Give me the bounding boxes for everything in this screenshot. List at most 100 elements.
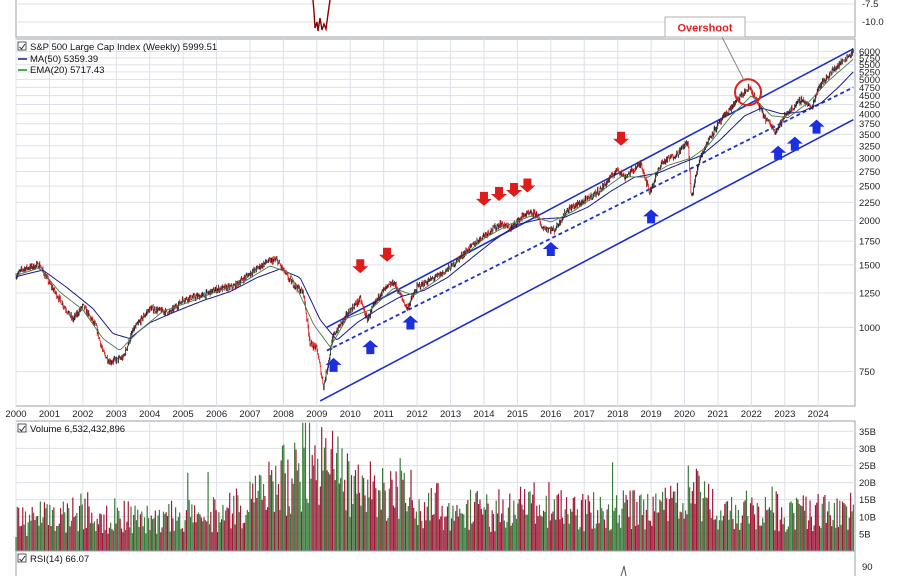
volume-tick-label: 10B — [859, 512, 876, 523]
price-tick-label: 4250 — [859, 100, 880, 111]
year-tick-label: 2001 — [39, 409, 60, 420]
overshoot-pointer — [721, 36, 745, 81]
year-tick-label: 2005 — [173, 409, 194, 420]
price-tick-label: 4000 — [859, 109, 880, 120]
down-arrow — [491, 187, 508, 202]
rsi-label: RSI(14) 66.07 — [30, 554, 89, 565]
year-tick-label: 2006 — [206, 409, 227, 420]
price-tick-label: 3000 — [859, 154, 880, 165]
year-tick-label: 2021 — [707, 409, 728, 420]
price-tick-label: 1750 — [859, 237, 880, 248]
channel-upper-line — [326, 48, 854, 329]
down-arrow — [519, 178, 536, 193]
price-tick-label: 3500 — [859, 130, 880, 141]
top-tick-label: -10.0 — [862, 17, 884, 28]
year-tick-label: 2020 — [674, 409, 695, 420]
year-tick-label: 2003 — [106, 409, 127, 420]
rsi-tick: 90 — [862, 562, 873, 573]
channel-lower-line — [319, 118, 854, 402]
ma50-line — [15, 71, 854, 340]
signal-arrows — [325, 119, 825, 372]
up-arrow — [643, 209, 660, 224]
price-tick-label: 3250 — [859, 141, 880, 152]
price-tick-label: 5000 — [859, 75, 880, 86]
up-arrow — [362, 340, 379, 355]
price-tick-label: 1000 — [859, 323, 880, 334]
year-tick-label: 2000 — [5, 409, 26, 420]
legend-ma50: MA(50) 5359.39 — [30, 54, 98, 65]
top-indicator-line — [312, 0, 331, 32]
price-grid — [15, 39, 855, 406]
year-tick-label: 2011 — [373, 409, 393, 420]
price-tick-label: 1250 — [859, 288, 880, 299]
price-tick-label: 5500 — [859, 60, 880, 71]
price-tick-label: 5750 — [859, 53, 880, 64]
price-legend: S&P 500 Large Cap Index (Weekly) 5999.51… — [17, 41, 217, 76]
volume-tick-label: 30B — [859, 444, 876, 455]
up-arrow — [786, 136, 803, 151]
year-tick-label: 2010 — [340, 409, 361, 420]
trend-channels — [319, 48, 854, 402]
price-tick-label: 3750 — [859, 119, 880, 130]
rsi-panel — [15, 550, 856, 581]
up-arrow — [770, 145, 787, 160]
year-tick-label: 2022 — [741, 409, 762, 420]
down-arrow — [352, 259, 369, 274]
price-tick-label: 2000 — [859, 216, 880, 227]
price-panel — [15, 38, 856, 407]
year-tick-label: 2013 — [440, 409, 461, 420]
down-arrow — [475, 191, 492, 206]
year-tick-label: 2014 — [473, 409, 494, 420]
volume-y-ticks: 35B 30B 25B 20B 15B 10B 5B — [859, 427, 876, 541]
year-tick-label: 2009 — [306, 409, 327, 420]
year-tick-label: 2023 — [774, 409, 795, 420]
rsi-legend: RSI(14) 66.07 — [17, 553, 89, 565]
volume-tick-label: 20B — [859, 478, 876, 489]
rsi-line — [620, 565, 627, 577]
volume-legend: Volume 6,532,432,896 — [17, 423, 125, 435]
up-arrow — [542, 242, 559, 257]
price-tick-label: 5250 — [859, 67, 880, 78]
volume-tick-label: 15B — [859, 495, 876, 506]
volume-tick-label: 25B — [859, 461, 876, 472]
year-tick-label: 2015 — [507, 409, 528, 420]
down-arrow — [613, 131, 630, 146]
ema20-line — [15, 58, 854, 351]
overshoot-circle — [734, 78, 763, 107]
legend-title: S&P 500 Large Cap Index (Weekly) 5999.51 — [30, 42, 217, 53]
year-tick-label: 2017 — [574, 409, 595, 420]
year-tick-label: 2007 — [239, 409, 260, 420]
overshoot-label: Overshoot — [677, 23, 732, 35]
price-tick-label: 1500 — [859, 260, 880, 271]
price-tick-label: 750 — [859, 367, 875, 378]
overshoot-callout: Overshoot — [664, 16, 746, 38]
up-arrow — [808, 119, 825, 134]
year-tick-label: 2012 — [407, 409, 428, 420]
price-bars — [15, 48, 854, 391]
price-tick-label: 6000 — [859, 47, 880, 58]
volume-bars — [15, 422, 854, 551]
year-tick-label: 2004 — [139, 409, 160, 420]
legend-ema20: EMA(20) 5717.43 — [30, 65, 104, 76]
price-tick-label: 4500 — [859, 91, 880, 102]
year-tick-label: 2024 — [808, 409, 829, 420]
price-tick-label: 2250 — [859, 198, 880, 209]
volume-label: Volume 6,532,432,896 — [30, 424, 125, 435]
up-arrow — [325, 357, 342, 372]
down-arrow — [506, 183, 523, 198]
x-axis-ticks: 2000 2001 2002 2003 2004 2005 2006 2007 2008 2009… — [5, 409, 828, 420]
channel-middle-line — [326, 86, 854, 352]
year-tick-label: 2008 — [273, 409, 294, 420]
year-tick-label: 2016 — [540, 409, 561, 420]
price-y-ticks: 6000575055005250500047504500425040003750… — [859, 47, 880, 378]
top-tick-label: -7.5 — [862, 0, 878, 10]
year-tick-label: 2002 — [72, 409, 93, 420]
year-tick-label: 2018 — [607, 409, 628, 420]
volume-tick-label: 35B — [859, 427, 876, 438]
price-tick-label: 4750 — [859, 83, 880, 94]
price-tick-label: 2750 — [859, 167, 880, 178]
price-tick-label: 2500 — [859, 182, 880, 193]
down-arrow — [379, 247, 396, 262]
